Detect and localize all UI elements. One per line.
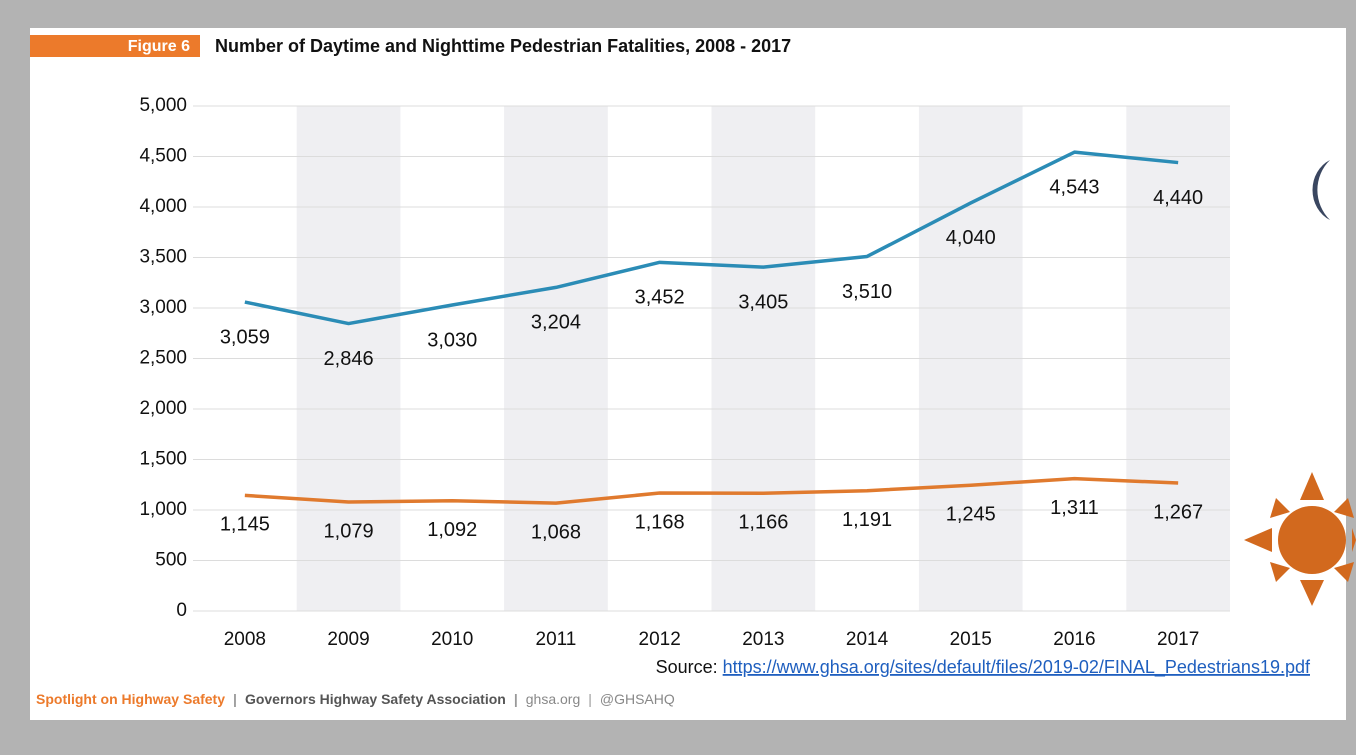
value-label: 1,092 <box>427 519 477 541</box>
x-tick-label: 2015 <box>950 629 992 650</box>
value-label: 1,311 <box>1050 497 1099 519</box>
value-label: 4,440 <box>1153 187 1203 209</box>
chart-title: Number of Daytime and Nighttime Pedestri… <box>215 36 791 56</box>
series-line <box>244 476 1179 505</box>
value-label: 3,452 <box>635 287 685 309</box>
moon-icon <box>1312 160 1330 220</box>
value-label: 3,204 <box>531 312 581 334</box>
x-tick-label: 2016 <box>1053 629 1095 650</box>
value-label: 1,145 <box>220 514 270 536</box>
value-label: 1,166 <box>738 512 788 534</box>
plot: 2008 2009 2010 2011 2012 2013 2014 2015 2016 2017… <box>139 95 1203 650</box>
value-label: 1,068 <box>531 521 581 543</box>
y-tick-label: 4,000 <box>139 196 187 217</box>
value-label: 3,405 <box>738 291 788 313</box>
y-tick-label: 5,000 <box>139 95 187 116</box>
x-tick-label: 2012 <box>639 629 681 650</box>
figure-label-box <box>30 35 200 57</box>
y-tick-label: 1,500 <box>139 449 187 470</box>
x-tick-label: 2009 <box>327 629 369 650</box>
x-tick-label: 2013 <box>742 629 784 650</box>
y-tick-label: 0 <box>176 600 187 621</box>
value-label: 1,079 <box>324 520 374 542</box>
y-tick-label: 500 <box>155 550 187 571</box>
bands <box>193 105 1230 612</box>
y-tick-label: 4,500 <box>139 146 187 167</box>
series-line <box>244 150 1179 326</box>
footer-item: | <box>588 691 592 707</box>
value-label: 1,267 <box>1153 501 1203 523</box>
figure-label: Figure 6 <box>128 38 190 55</box>
value-label: 1,168 <box>635 511 685 533</box>
y-tick-label: 1,000 <box>139 499 187 520</box>
value-label: 1,245 <box>946 504 996 526</box>
value-label: 4,543 <box>1049 176 1099 198</box>
y-tick-label: 2,000 <box>139 398 187 419</box>
x-tick-label: 2017 <box>1157 629 1199 650</box>
value-label: 3,059 <box>220 326 270 348</box>
footer-item: Governors Highway Safety Association <box>245 691 506 707</box>
x-tick-label: 2010 <box>431 629 473 650</box>
source: Source: https://www.ghsa.org/sites/defau… <box>656 657 1311 678</box>
y-tick-label: 2,500 <box>139 348 187 369</box>
footer-item: @GHSAHQ <box>600 691 675 707</box>
footer-item: | <box>514 691 518 707</box>
value-label: 3,510 <box>842 281 892 303</box>
sun-icon <box>1244 472 1356 606</box>
footer-item: ghsa.org <box>526 691 580 707</box>
x-tick-label: 2008 <box>224 629 266 650</box>
y-tick-label: 3,500 <box>139 247 187 268</box>
value-label: 2,846 <box>324 348 374 370</box>
value-label: 4,040 <box>946 227 996 249</box>
footer: Spotlight on Highway Safety | Governors Hi… <box>36 691 675 707</box>
x-tick-label: 2011 <box>536 629 577 650</box>
footer-item: | <box>233 691 237 707</box>
value-label: 1,191 <box>842 509 892 531</box>
y-tick-label: 3,000 <box>139 297 187 318</box>
source-link[interactable]: https://www.ghsa.org/sites/default/files… <box>723 657 1311 678</box>
value-label: 3,030 <box>427 329 477 351</box>
x-tick-label: 2014 <box>846 629 889 650</box>
source-prefix: Source: <box>656 657 723 677</box>
footer-item: Spotlight on Highway Safety <box>36 691 225 707</box>
